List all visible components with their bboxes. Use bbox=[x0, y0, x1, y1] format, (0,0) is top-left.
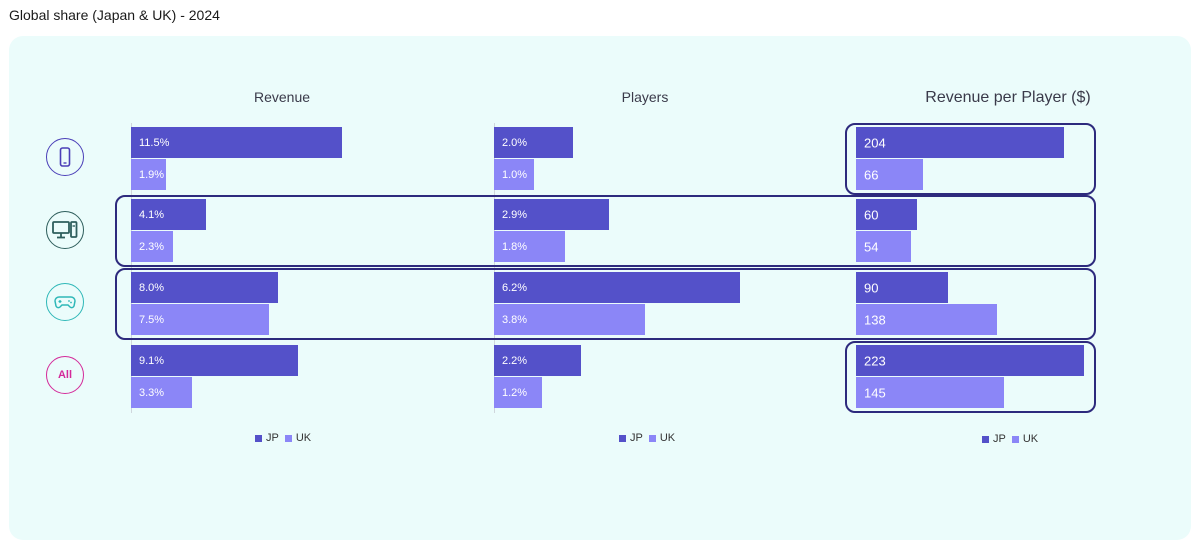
legend-jp-swatch bbox=[255, 434, 262, 442]
bar-players-mobile-jp: 2.0% bbox=[494, 127, 574, 158]
legend-players: JP UK bbox=[619, 432, 675, 444]
legend-uk-label: UK bbox=[295, 432, 312, 444]
data-label: 7.5% bbox=[139, 313, 165, 326]
bar-players-all-uk: 1.2% bbox=[494, 377, 542, 408]
data-label: 1.0% bbox=[502, 168, 528, 181]
bar-revenue-all-jp: 9.1% bbox=[131, 345, 298, 376]
legend-uk-label: UK bbox=[659, 432, 676, 444]
data-label: 3.3% bbox=[139, 386, 165, 399]
data-label: 2.2% bbox=[502, 354, 528, 367]
highlight-pc-row bbox=[115, 195, 1096, 267]
bar-players-pc-jp: 2.9% bbox=[494, 199, 610, 230]
bar-players-console-jp: 6.2% bbox=[494, 272, 741, 303]
legend-jp-label: JP bbox=[266, 432, 279, 444]
chart-title-rpp: Revenue per Player ($) bbox=[925, 89, 1091, 106]
data-label: 6.2% bbox=[502, 281, 528, 294]
bar-revenue-all-uk: 3.3% bbox=[131, 377, 192, 408]
bar-rpp-console-jp: 90 bbox=[856, 272, 948, 303]
data-label: 145 bbox=[864, 385, 886, 400]
data-label: 2.9% bbox=[502, 208, 528, 221]
legend-jp-swatch bbox=[982, 435, 989, 443]
data-label: 1.2% bbox=[502, 386, 528, 399]
data-label: 1.9% bbox=[139, 168, 165, 181]
highlight-rpp-mobile bbox=[845, 123, 1096, 195]
data-label: 1.8% bbox=[502, 240, 528, 253]
data-label: 138 bbox=[864, 312, 886, 327]
data-label: 2.0% bbox=[502, 136, 528, 149]
mobile-phone-icon bbox=[59, 147, 71, 167]
legend-jp-label: JP bbox=[630, 432, 643, 444]
bar-players-pc-uk: 1.8% bbox=[494, 231, 566, 262]
bar-revenue-mobile-jp: 11.5% bbox=[131, 127, 342, 158]
legend-uk-swatch bbox=[648, 434, 656, 442]
chart-title-revenue: Revenue bbox=[253, 89, 311, 105]
bar-rpp-mobile-jp: 204 bbox=[856, 127, 1065, 158]
data-label: 204 bbox=[864, 135, 886, 150]
bar-revenue-mobile-uk: 1.9% bbox=[131, 159, 166, 190]
data-label: 66 bbox=[864, 167, 879, 182]
data-label: 60 bbox=[864, 207, 879, 222]
bar-revenue-console-uk: 7.5% bbox=[131, 304, 269, 335]
desktop-pc-icon bbox=[52, 221, 78, 239]
legend-rpp: JP UK bbox=[982, 433, 1038, 445]
bar-rpp-all-jp: 223 bbox=[856, 345, 1084, 376]
legend-uk-swatch bbox=[284, 434, 292, 442]
all-label: All bbox=[57, 369, 73, 381]
bar-players-mobile-uk: 1.0% bbox=[494, 159, 534, 190]
bar-rpp-mobile-uk: 66 bbox=[856, 159, 924, 190]
legend-jp-label: JP bbox=[993, 433, 1006, 445]
data-label: 223 bbox=[864, 353, 886, 368]
pc-category-badge bbox=[46, 211, 84, 249]
data-label: 11.5% bbox=[139, 136, 170, 149]
data-label: 2.3% bbox=[139, 240, 165, 253]
bar-revenue-console-jp: 8.0% bbox=[131, 272, 278, 303]
console-category-badge bbox=[46, 283, 84, 321]
legend-revenue: JP UK bbox=[255, 432, 311, 444]
gamepad-icon bbox=[54, 296, 76, 309]
bar-players-console-uk: 3.8% bbox=[494, 304, 645, 335]
bar-players-all-jp: 2.2% bbox=[494, 345, 582, 376]
bar-rpp-pc-uk: 54 bbox=[856, 231, 912, 262]
data-label: 3.8% bbox=[502, 313, 528, 326]
chart-title-players: Players bbox=[621, 89, 669, 105]
legend-jp-swatch bbox=[619, 434, 626, 442]
data-label: 4.1% bbox=[139, 208, 165, 221]
data-label: 90 bbox=[864, 280, 879, 295]
all-category-badge: All bbox=[46, 356, 84, 394]
bar-rpp-console-uk: 138 bbox=[856, 304, 997, 335]
bar-rpp-all-uk: 145 bbox=[856, 377, 1005, 408]
legend-uk-swatch bbox=[1011, 435, 1019, 443]
page-title: Global share (Japan & UK) - 2024 bbox=[9, 7, 220, 23]
data-label: 8.0% bbox=[139, 281, 165, 294]
bar-revenue-pc-jp: 4.1% bbox=[131, 199, 207, 230]
bar-rpp-pc-jp: 60 bbox=[856, 199, 918, 230]
data-label: 9.1% bbox=[139, 354, 165, 367]
highlight-rpp-all bbox=[845, 341, 1096, 413]
mobile-category-badge bbox=[46, 138, 84, 176]
data-label: 54 bbox=[864, 239, 879, 254]
highlight-console-row bbox=[115, 268, 1096, 340]
bar-revenue-pc-uk: 2.3% bbox=[131, 231, 174, 262]
legend-uk-label: UK bbox=[1022, 433, 1039, 445]
